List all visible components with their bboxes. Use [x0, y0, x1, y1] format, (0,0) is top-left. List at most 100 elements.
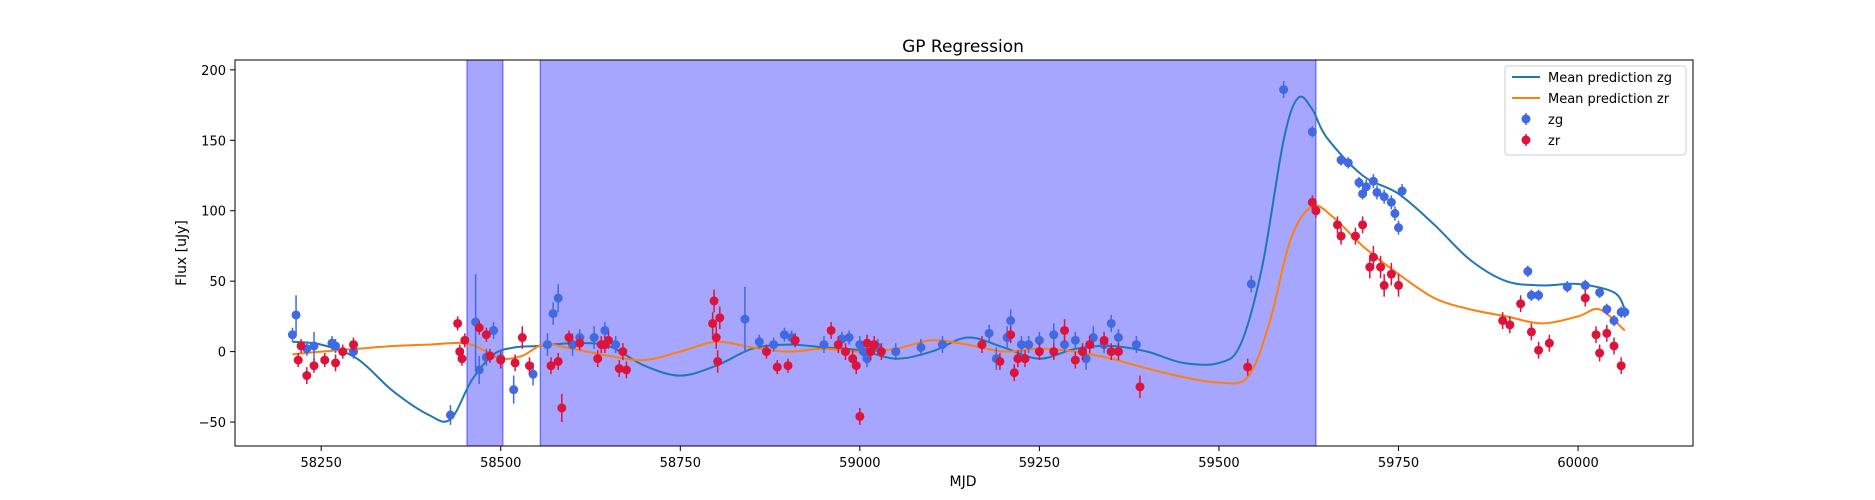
- marker-zr-17: [517, 333, 527, 343]
- point-zr-81: [1516, 295, 1526, 313]
- marker-zg-31: [855, 340, 865, 350]
- marker-zr-21: [557, 403, 567, 413]
- point-zr-21: [557, 393, 567, 423]
- point-zr-85: [1580, 289, 1590, 307]
- point-zr-82: [1526, 323, 1536, 341]
- y-tick-label-3: 100: [201, 205, 226, 220]
- point-zr-69: [1332, 216, 1342, 234]
- point-zr-12: [474, 320, 484, 335]
- marker-zg-46: [1060, 340, 1070, 350]
- x-tick-label-6: 59750: [1378, 456, 1419, 471]
- point-zg-56: [1307, 126, 1317, 138]
- marker-zr-8: [453, 318, 463, 328]
- marker-zr-38: [783, 361, 793, 371]
- marker-zg-65: [1386, 197, 1396, 207]
- point-zr-20: [553, 353, 563, 370]
- marker-zg-69: [1523, 266, 1533, 276]
- marker-zg-64: [1379, 192, 1389, 202]
- point-zg-17: [553, 283, 563, 313]
- marker-zr-68: [1311, 206, 1321, 216]
- marker-zr-5: [331, 358, 341, 368]
- legend: Mean prediction zg Mean prediction zr zg zr: [1504, 65, 1687, 156]
- marker-zg-0: [287, 330, 297, 340]
- marker-zr-80: [1505, 320, 1515, 330]
- point-zr-39: [790, 333, 800, 348]
- marker-zg-78: [1620, 307, 1630, 317]
- point-zg-45: [1049, 323, 1059, 346]
- point-zg-23: [740, 286, 750, 352]
- point-zg-60: [1358, 188, 1368, 200]
- point-zr-4: [320, 353, 330, 368]
- point-zg-58: [1343, 157, 1353, 169]
- marker-zg-44: [1034, 335, 1044, 345]
- marker-zr-28: [614, 364, 624, 374]
- marker-zg-42: [1016, 340, 1026, 350]
- marker-zr-69: [1332, 220, 1342, 230]
- marker-zg-1: [291, 310, 301, 320]
- legend-entry-0: Mean prediction zg: [1512, 71, 1672, 86]
- marker-zr-3: [309, 361, 319, 371]
- marker-zg-20: [589, 333, 599, 343]
- point-zr-42: [840, 343, 850, 361]
- point-zr-13: [481, 327, 491, 342]
- marker-zg-24: [754, 337, 764, 347]
- marker-zg-43: [1024, 340, 1034, 350]
- marker-zr-18: [524, 361, 534, 371]
- marker-zg-26: [779, 330, 789, 340]
- point-zr-58: [1060, 319, 1070, 342]
- y-tick-label-4: 150: [201, 134, 226, 149]
- marker-zr-27: [603, 335, 613, 345]
- x-tick-label-4: 59250: [1019, 456, 1060, 471]
- marker-zr-35: [715, 313, 725, 323]
- marker-zg-5: [331, 341, 341, 351]
- marker-zg-56: [1307, 127, 1317, 137]
- marker-zg-76: [1609, 316, 1619, 326]
- marker-zg-33: [862, 354, 872, 364]
- marker-zr-58: [1060, 325, 1070, 335]
- marker-zr-89: [1609, 341, 1619, 351]
- point-zg-69: [1523, 265, 1533, 277]
- point-zr-62: [1099, 331, 1109, 349]
- marker-zr-77: [1386, 269, 1396, 279]
- marker-zr-22: [564, 333, 574, 343]
- marker-zg-15: [542, 340, 552, 350]
- point-zg-71: [1534, 289, 1544, 301]
- x-tick-label-0: 58250: [301, 456, 342, 471]
- marker-zg-25: [769, 340, 779, 350]
- point-zr-59: [1070, 351, 1080, 369]
- point-zg-9: [474, 355, 484, 385]
- point-zr-30: [621, 361, 631, 379]
- marker-zr-67: [1307, 197, 1317, 207]
- marker-zg-51: [1106, 318, 1116, 328]
- point-zg-28: [819, 336, 829, 354]
- legend-box: [1504, 65, 1687, 156]
- marker-zg-7: [445, 410, 455, 420]
- legend-label-2: zg: [1548, 113, 1563, 128]
- point-zr-55: [1020, 350, 1030, 368]
- point-zg-13: [509, 375, 519, 404]
- point-zg-47: [1070, 331, 1080, 349]
- x-axis-ticks: 58250 58500 58750 59000 59250 59500 59750 60000: [301, 446, 1599, 471]
- point-zr-11: [460, 333, 470, 348]
- point-zg-37: [937, 336, 947, 354]
- marker-zr-19: [546, 361, 556, 371]
- point-zr-83: [1534, 341, 1544, 359]
- shaded-region-0: [466, 60, 504, 446]
- point-zr-51: [995, 353, 1005, 370]
- point-zr-71: [1350, 227, 1360, 245]
- point-zr-70: [1336, 227, 1346, 245]
- point-zr-19: [546, 357, 556, 375]
- point-zr-49: [876, 343, 886, 361]
- marker-zg-48: [1081, 354, 1091, 364]
- marker-zr-14: [485, 351, 495, 361]
- shaded-region-1: [539, 60, 1317, 446]
- marker-zg-74: [1595, 287, 1605, 297]
- marker-zg-32: [858, 347, 868, 357]
- marker-zr-40: [826, 325, 836, 335]
- marker-zr-44: [851, 361, 861, 371]
- marker-zg-60: [1358, 189, 1368, 199]
- marker-zr-29: [618, 347, 628, 357]
- point-zr-38: [783, 358, 793, 373]
- point-zr-90: [1616, 357, 1626, 375]
- marker-zr-87: [1595, 348, 1605, 358]
